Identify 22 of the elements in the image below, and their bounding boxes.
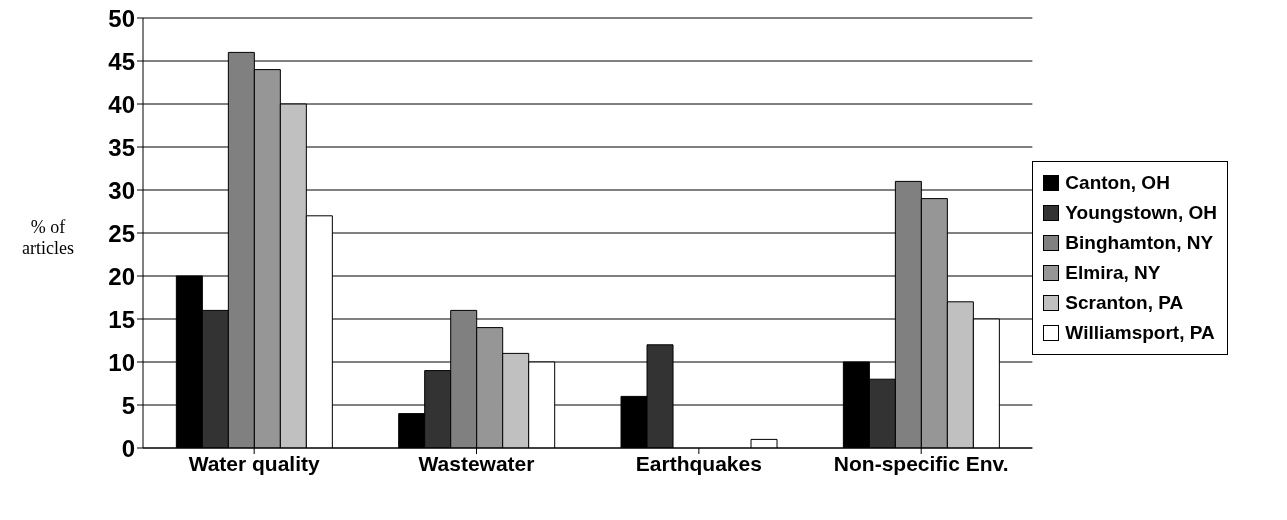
y-tick-label: 20 <box>108 262 135 290</box>
legend-label: Elmira, NY <box>1065 261 1161 285</box>
y-tick-label: 0 <box>121 434 135 462</box>
y-tick-label: 40 <box>108 90 135 118</box>
y-tick-label: 50 <box>108 4 135 32</box>
y-tick-label: 25 <box>108 219 135 247</box>
y-tick-label: 15 <box>108 305 135 333</box>
legend-label: Youngstown, OH <box>1065 201 1217 225</box>
x-tick-label: Earthquakes <box>635 451 762 475</box>
x-tick-label: Non-specific Env. <box>833 451 1009 475</box>
legend-label: Binghamton, NY <box>1065 231 1214 255</box>
y-tick-label: 10 <box>108 348 135 376</box>
y-axis-title: % of articles <box>21 217 75 259</box>
legend-label: Scranton, PA <box>1065 291 1184 315</box>
x-tick-label: Wastewater <box>418 451 535 475</box>
y-tick-label: 45 <box>108 47 135 75</box>
legend-label: Canton, OH <box>1065 171 1170 195</box>
y-tick-label: 35 <box>108 133 135 161</box>
y-tick-label: 5 <box>121 391 135 419</box>
y-tick-label: 30 <box>108 176 135 204</box>
x-tick-label: Water quality <box>188 451 321 475</box>
legend-label: Williamsport, PA <box>1065 321 1215 345</box>
